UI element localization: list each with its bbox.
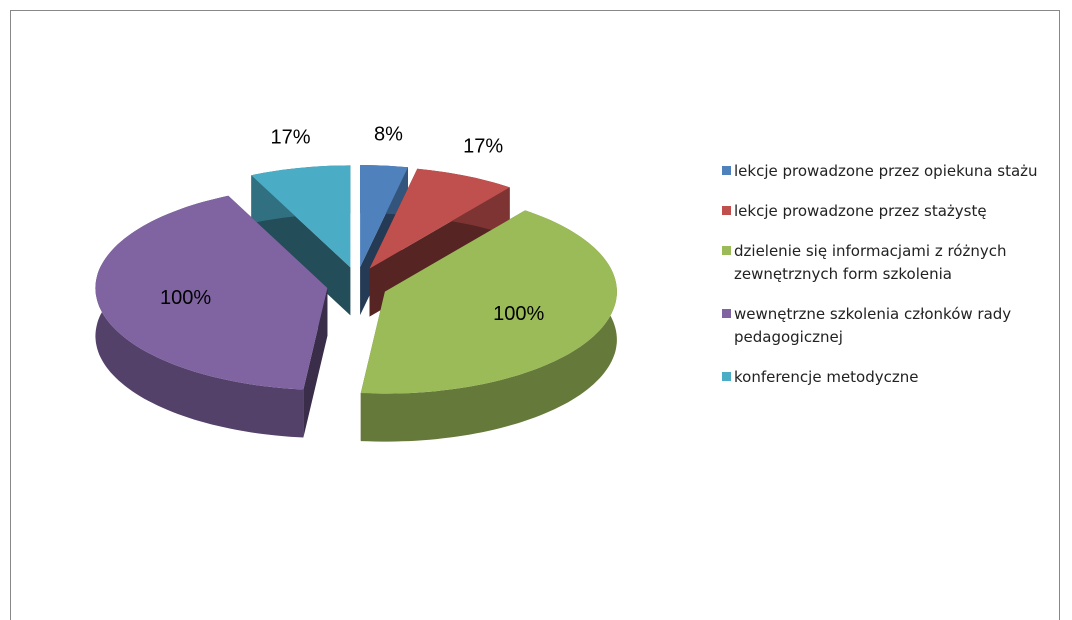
legend-swatch [722, 372, 731, 381]
slice [369, 168, 510, 269]
slice [95, 195, 328, 390]
slice [360, 165, 408, 268]
legend-item: lekcje prowadzone przez opiekuna stażu [722, 160, 1042, 183]
legend-swatch [722, 206, 731, 215]
legend-item: konferencje metodyczne [722, 366, 1042, 389]
slice [251, 165, 351, 268]
legend-label: lekcje prowadzone przez stażystę [734, 202, 987, 220]
chart-frame [10, 10, 1060, 620]
data-label: 8% [374, 124, 403, 146]
data-label: 100% [160, 287, 211, 309]
legend: lekcje prowadzone przez opiekuna stażu le… [722, 160, 1042, 406]
legend-item: dzielenie się informacjami z różnych zew… [722, 240, 1042, 286]
legend-label: konferencje metodyczne [734, 368, 919, 386]
legend-swatch [722, 309, 731, 318]
legend-label: wewnętrzne szkolenia członków rady pedag… [734, 305, 1012, 346]
legend-swatch [722, 166, 731, 175]
legend-swatch [722, 246, 731, 255]
data-label: 17% [463, 135, 503, 157]
legend-item: wewnętrzne szkolenia członków rady pedag… [722, 303, 1042, 349]
legend-item: lekcje prowadzone przez stażystę [722, 200, 1042, 223]
slice [360, 210, 617, 394]
data-label: 100% [493, 303, 544, 325]
legend-label: dzielenie się informacjami z różnych zew… [734, 242, 1007, 283]
legend-label: lekcje prowadzone przez opiekuna stażu [734, 162, 1038, 180]
data-label: 17% [270, 126, 310, 148]
